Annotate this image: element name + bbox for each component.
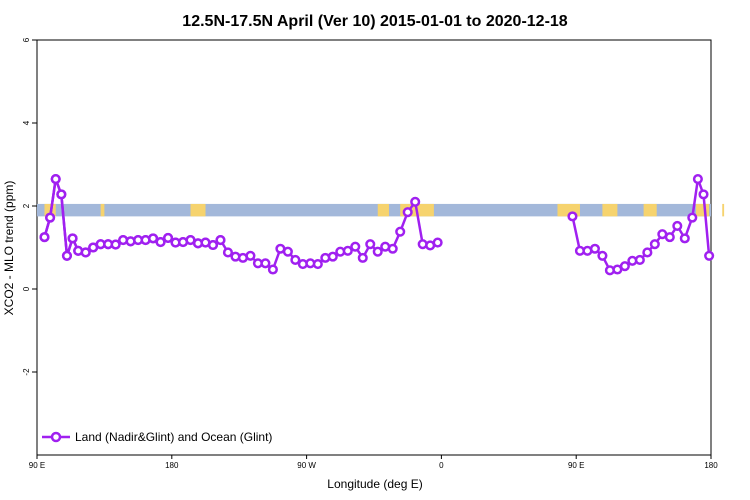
data-point — [80, 247, 91, 258]
data-point — [61, 250, 73, 261]
data-point — [357, 252, 368, 263]
data-point — [402, 207, 413, 218]
land-segment — [643, 203, 657, 217]
data-point — [148, 233, 159, 244]
land-ocean-band — [37, 203, 725, 217]
data-point — [410, 196, 421, 207]
data-point — [207, 239, 219, 251]
data-point — [698, 189, 709, 200]
data-point — [155, 237, 166, 248]
data-point — [163, 232, 174, 244]
land-segment — [190, 203, 206, 217]
plot-frame — [36, 39, 712, 456]
data-point — [567, 211, 578, 222]
data-point — [222, 247, 234, 258]
data-point — [395, 226, 406, 237]
land-segment — [696, 203, 710, 217]
data-point — [589, 243, 600, 254]
y-tick-label: 6 — [22, 37, 31, 42]
data-point — [342, 245, 353, 256]
x-tick-label: 180 — [704, 461, 718, 470]
data-point — [642, 247, 653, 258]
y-tick-label: 2 — [22, 203, 31, 208]
data-point — [387, 243, 398, 254]
data-point — [39, 232, 50, 243]
data-point — [67, 233, 78, 244]
y-tick-label: 4 — [22, 120, 31, 125]
x-tick-label: 180 — [165, 461, 179, 470]
data-point — [672, 220, 683, 231]
data-point — [282, 246, 293, 257]
data-point — [215, 234, 226, 246]
data-point — [597, 250, 608, 261]
data-point — [290, 254, 301, 266]
data-point — [267, 264, 278, 275]
x-axis-label: Longitude (deg E) — [327, 477, 422, 491]
legend-label: Land (Nadir&Glint) and Ocean (Glint) — [75, 430, 272, 444]
legend-marker — [50, 431, 62, 443]
data-point — [687, 212, 698, 223]
series-points — [39, 173, 715, 276]
data-point — [634, 254, 645, 266]
data-point — [692, 173, 703, 185]
data-point — [327, 251, 338, 262]
y-tick-label: -2 — [22, 368, 31, 376]
chart-title: 12.5N-17.5N April (Ver 10) 2015-01-01 to… — [182, 13, 568, 30]
data-point — [312, 259, 323, 270]
x-tick-label: 90 E — [29, 461, 45, 470]
data-point — [649, 239, 660, 250]
data-point — [50, 173, 61, 185]
x-tick-label: 0 — [439, 461, 444, 470]
land-segment — [100, 203, 105, 217]
data-point — [432, 237, 443, 248]
data-point — [619, 261, 630, 272]
y-tick-label: 0 — [22, 286, 31, 291]
data-point — [56, 189, 67, 200]
data-point — [260, 258, 271, 269]
data-point — [110, 239, 121, 250]
data-point — [664, 232, 675, 243]
data-point — [372, 246, 383, 257]
x-tick-label: 90 W — [297, 461, 316, 470]
data-point — [679, 233, 690, 244]
x-tick-label: 90 E — [568, 461, 584, 470]
y-axis-label: XCO2 - MLO trend (ppm) — [2, 181, 16, 316]
data-point — [350, 241, 361, 252]
land-segment — [377, 203, 389, 217]
data-point — [245, 250, 256, 261]
data-point — [365, 239, 376, 250]
land-segment — [602, 203, 618, 217]
data-point — [704, 250, 715, 261]
data-point — [45, 212, 56, 223]
axis-ticks: 6 4 2 0 -2 90 E 180 90 W 0 90 E 180 — [22, 37, 718, 470]
land-segment — [722, 203, 725, 217]
legend: Land (Nadir&Glint) and Ocean (Glint) — [42, 430, 272, 444]
